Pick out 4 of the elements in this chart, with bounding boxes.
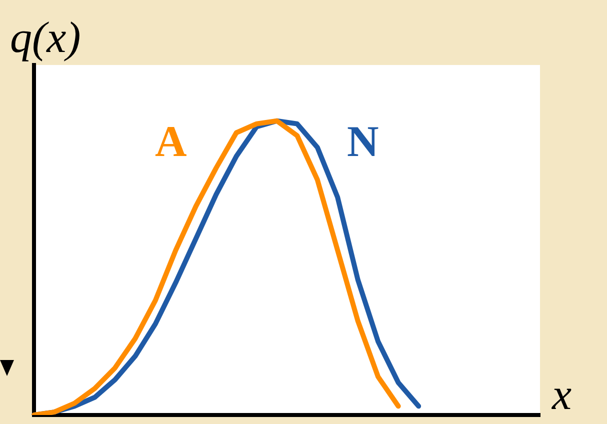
chart-title: q(x) [10, 13, 81, 62]
x-axis-title: x [551, 370, 572, 419]
series-label: A [155, 116, 188, 166]
series-label: N [346, 116, 379, 166]
